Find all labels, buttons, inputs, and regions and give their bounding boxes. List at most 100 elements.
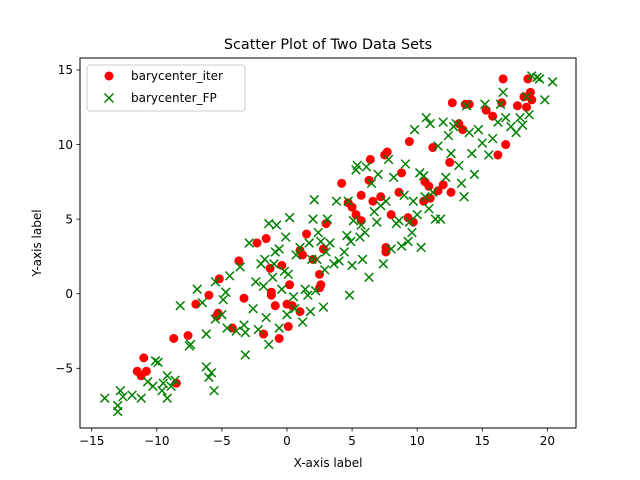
x-tick-label: 15 (475, 434, 490, 448)
point-barycenter-fp (383, 154, 394, 165)
y-tick-label: 5 (65, 212, 73, 226)
point-barycenter-fp (153, 357, 163, 368)
point-barycenter-fp (209, 385, 219, 396)
point-barycenter-fp (539, 94, 550, 105)
point-barycenter-iter (351, 210, 361, 220)
point-barycenter-iter (139, 353, 149, 363)
x-tick-label: −10 (144, 434, 169, 448)
point-barycenter-iter (270, 301, 280, 311)
point-barycenter-fp (386, 244, 396, 254)
point-barycenter-fp (295, 242, 305, 253)
points-layer (99, 71, 558, 417)
point-barycenter-iter (381, 247, 391, 257)
point-barycenter-fp (148, 381, 158, 392)
point-barycenter-fp (321, 247, 331, 257)
point-barycenter-fp (99, 393, 110, 403)
y-tick-label: 15 (58, 63, 73, 77)
y-axis-label: Y-axis label (30, 209, 44, 277)
point-barycenter-fp (347, 260, 357, 271)
point-barycenter-fp (388, 172, 399, 183)
point-barycenter-iter (141, 366, 151, 376)
point-barycenter-iter (493, 150, 503, 160)
point-barycenter-iter (447, 98, 457, 108)
point-barycenter-fp (222, 323, 232, 333)
point-barycenter-iter (252, 238, 262, 248)
point-barycenter-fp (271, 220, 282, 230)
point-barycenter-fp (162, 393, 173, 403)
point-barycenter-fp (244, 238, 255, 248)
point-barycenter-iter (285, 280, 295, 290)
point-barycenter-fp (204, 372, 214, 383)
point-barycenter-fp (239, 320, 249, 330)
point-barycenter-iter (501, 140, 511, 150)
point-barycenter-iter (274, 333, 284, 343)
point-barycenter-fp (473, 124, 484, 135)
point-barycenter-fp (118, 391, 128, 402)
point-barycenter-fp (409, 124, 420, 135)
chart-title: Scatter Plot of Two Data Sets (224, 37, 432, 53)
point-barycenter-fp (224, 270, 235, 281)
point-barycenter-fp (331, 196, 342, 207)
point-barycenter-fp (477, 138, 488, 148)
x-tick-label: 20 (540, 434, 555, 448)
point-barycenter-fp (310, 285, 321, 296)
point-barycenter-fp (348, 215, 359, 226)
point-barycenter-fp (469, 169, 480, 180)
point-barycenter-fp (283, 269, 294, 280)
point-barycenter-fp (220, 287, 231, 298)
point-barycenter-fp (115, 385, 126, 396)
point-barycenter-fp (185, 339, 196, 350)
point-barycenter-iter (356, 216, 366, 226)
point-barycenter-fp (300, 284, 311, 295)
point-barycenter-fp (421, 112, 432, 123)
point-barycenter-fp (366, 178, 377, 189)
y-tick-label: 10 (58, 138, 73, 152)
point-barycenter-fp (438, 117, 449, 127)
point-barycenter-fp (250, 276, 261, 287)
point-barycenter-fp (451, 118, 462, 129)
point-barycenter-fp (267, 272, 278, 283)
point-barycenter-fp (261, 312, 271, 323)
point-barycenter-iter (404, 137, 414, 147)
point-barycenter-iter (295, 307, 305, 317)
point-barycenter-iter (368, 196, 378, 206)
point-barycenter-fp (302, 290, 313, 301)
point-barycenter-fp (352, 160, 363, 171)
x-axis-label: X-axis label (294, 456, 363, 470)
point-barycenter-fp (231, 326, 242, 336)
point-barycenter-fp (280, 232, 291, 242)
point-barycenter-fp (217, 309, 227, 320)
point-barycenter-fp (404, 217, 415, 227)
point-barycenter-iter (298, 250, 308, 260)
point-barycenter-fp (403, 236, 413, 247)
x-tick-label: 10 (410, 434, 425, 448)
point-barycenter-fp (456, 178, 467, 189)
point-barycenter-iter (169, 333, 179, 343)
x-tick-label: −5 (213, 434, 231, 448)
point-barycenter-fp (467, 148, 477, 159)
point-barycenter-fp (360, 227, 370, 238)
point-barycenter-fp (325, 238, 335, 248)
point-barycenter-fp (454, 160, 464, 171)
point-barycenter-iter (283, 322, 293, 332)
point-barycenter-iter (277, 260, 287, 270)
point-barycenter-fp (378, 259, 389, 269)
point-barycenter-fp (291, 250, 301, 260)
legend-marker-barycenter-iter (104, 71, 114, 81)
y-axis-ticks: −5 0 5 10 15 (55, 63, 80, 376)
point-barycenter-fp (316, 236, 326, 247)
y-tick-label: 0 (65, 287, 73, 301)
point-barycenter-iter (204, 290, 214, 300)
point-barycenter-iter (438, 180, 448, 190)
point-barycenter-fp (532, 72, 542, 83)
point-barycenter-iter (386, 210, 396, 220)
point-barycenter-fp (297, 317, 308, 327)
point-barycenter-iter (239, 293, 249, 303)
point-barycenter-fp (248, 303, 258, 314)
point-barycenter-fp (322, 214, 333, 224)
point-barycenter-fp (210, 314, 221, 324)
point-barycenter-fp (192, 284, 202, 295)
point-barycenter-iter (522, 102, 532, 112)
